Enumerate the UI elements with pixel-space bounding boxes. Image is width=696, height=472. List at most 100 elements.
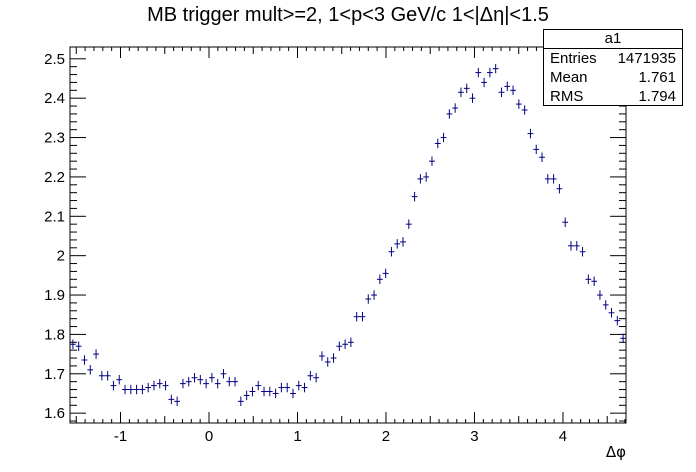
data-point — [261, 386, 267, 397]
data-point — [434, 138, 441, 149]
data-point — [330, 353, 337, 363]
data-point — [608, 308, 615, 318]
data-point — [139, 384, 146, 395]
data-point — [440, 132, 447, 143]
data-point — [272, 388, 279, 399]
data-point — [475, 67, 482, 78]
data-point — [93, 349, 99, 359]
data-point — [568, 241, 574, 251]
data-point — [255, 380, 262, 391]
stats-label: Entries — [550, 50, 597, 67]
data-point — [81, 355, 88, 365]
data-point — [87, 365, 94, 375]
data-point — [353, 311, 360, 322]
data-point — [324, 357, 331, 367]
data-point — [365, 294, 372, 304]
data-point — [284, 382, 291, 393]
data-point — [620, 333, 626, 344]
stats-label: Mean — [550, 69, 588, 86]
x-tick-label: 0 — [205, 428, 213, 445]
data-point — [214, 378, 221, 389]
data-point — [168, 394, 175, 405]
data-point — [122, 384, 128, 395]
data-point — [127, 384, 134, 395]
data-point — [278, 382, 285, 393]
y-tick-label: 1.6 — [44, 405, 65, 422]
data-point — [307, 371, 314, 381]
data-point — [348, 337, 354, 348]
data-point — [614, 315, 621, 326]
y-tick-label: 1.9 — [44, 287, 65, 304]
data-point — [556, 184, 563, 194]
data-point — [295, 380, 302, 391]
data-point — [371, 290, 377, 300]
data-point — [237, 396, 244, 407]
data-point — [544, 174, 551, 184]
data-point — [336, 341, 343, 351]
data-point — [498, 87, 505, 98]
x-tick-label: 2 — [382, 428, 390, 445]
data-point — [423, 172, 430, 182]
data-point — [226, 376, 233, 387]
data-point — [585, 274, 592, 285]
data-point — [319, 351, 325, 361]
data-point — [504, 81, 511, 92]
data-point — [417, 174, 424, 184]
data-point — [359, 311, 366, 322]
data-point — [405, 219, 412, 229]
data-point — [301, 382, 308, 393]
data-point — [110, 380, 117, 391]
data-point — [452, 103, 459, 113]
data-point — [249, 386, 256, 397]
data-point — [174, 396, 181, 407]
data-point — [515, 99, 522, 109]
stats-value: 1471935 — [617, 50, 676, 67]
data-point — [180, 378, 186, 389]
data-point — [266, 386, 273, 397]
data-point — [388, 247, 395, 257]
data-point — [400, 237, 406, 247]
data-point — [429, 156, 435, 166]
x-tick-label: 3 — [470, 428, 478, 445]
data-point — [469, 93, 476, 103]
data-point — [394, 239, 401, 249]
data-point — [533, 144, 540, 155]
data-point — [539, 152, 545, 162]
data-point — [492, 63, 499, 74]
data-point — [191, 372, 198, 383]
data-point — [487, 67, 493, 78]
data-point — [145, 382, 152, 393]
data-point — [290, 388, 296, 399]
data-point — [104, 371, 111, 381]
stats-box: a1 Entries 1471935 Mean 1.761 RMS 1.794 — [543, 29, 683, 106]
data-point — [243, 390, 250, 401]
data-point — [75, 341, 82, 351]
data-point — [342, 339, 348, 349]
y-tick-label: 2.2 — [44, 169, 65, 186]
data-point — [446, 109, 453, 119]
data-point — [521, 105, 528, 115]
data-point — [550, 174, 557, 184]
data-point — [527, 128, 534, 139]
data-point — [602, 300, 609, 310]
stats-row-rms: RMS 1.794 — [544, 87, 682, 106]
data-point — [133, 384, 140, 395]
data-point — [458, 87, 464, 98]
data-point — [313, 372, 320, 383]
data-point — [151, 380, 157, 391]
x-tick-label: 1 — [293, 428, 301, 445]
y-tick-label: 2.5 — [44, 51, 65, 68]
data-point — [579, 247, 586, 257]
y-tick-label: 1.7 — [44, 366, 65, 383]
x-axis-label: Δφ — [606, 443, 626, 461]
data-point — [481, 77, 487, 88]
data-point — [209, 372, 215, 383]
y-tick-label: 1.8 — [44, 326, 65, 343]
y-tick-label: 2 — [57, 248, 65, 265]
data-point — [562, 217, 569, 227]
chart-title: MB trigger mult>=2, 1<p<3 GeV/c 1<|Δη|<1… — [147, 4, 549, 26]
data-point — [220, 369, 227, 379]
data-point — [411, 191, 418, 202]
plot-frame — [69, 46, 627, 424]
stats-value: 1.794 — [638, 88, 676, 105]
